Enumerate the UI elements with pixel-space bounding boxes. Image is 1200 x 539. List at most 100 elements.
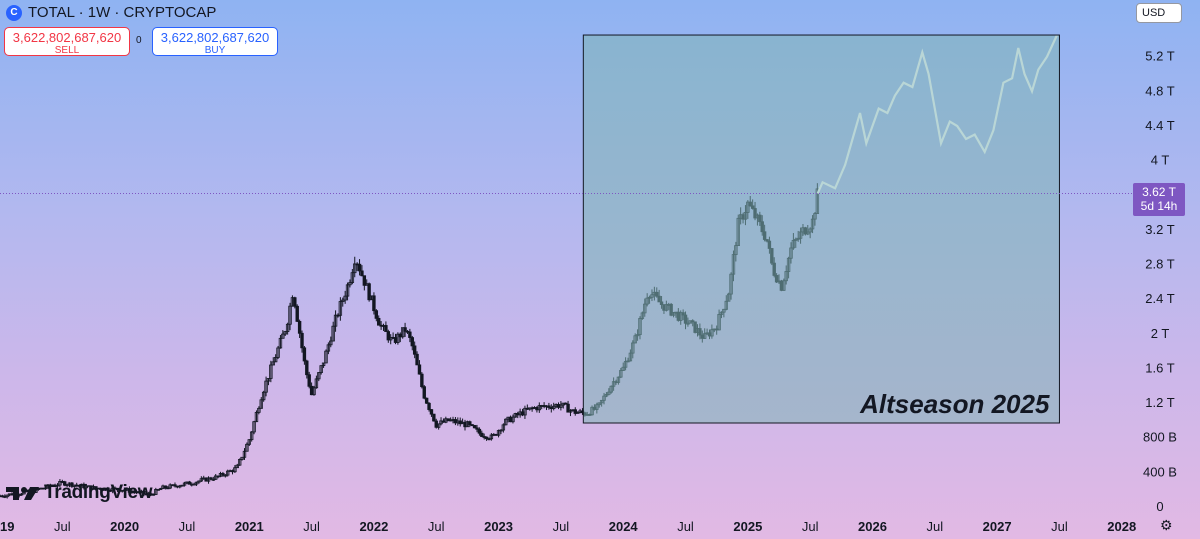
candle <box>293 296 297 309</box>
y-tick-label: 2.4 T <box>1145 291 1174 306</box>
candle <box>237 458 242 466</box>
candle <box>367 282 371 302</box>
x-tick-label: 2020 <box>110 519 139 534</box>
x-tick-label: Jul <box>553 519 570 534</box>
candle <box>357 259 362 276</box>
candle <box>319 365 323 375</box>
candle <box>206 476 211 484</box>
tradingview-mark-icon <box>6 487 39 500</box>
last-price-value: 3.62 T <box>1142 185 1176 199</box>
x-tick-label: Jul <box>677 519 694 534</box>
buy-button[interactable]: 3,622,802,687,620 BUY <box>152 27 278 56</box>
settings-gear-icon[interactable]: ⚙ <box>1160 517 1173 533</box>
candle <box>257 406 261 415</box>
candle <box>158 487 163 491</box>
x-tick-label: Jul <box>802 519 819 534</box>
candle <box>424 397 429 404</box>
y-tick-label: 1.6 T <box>1145 360 1174 375</box>
candle <box>338 297 343 321</box>
candle <box>163 485 168 490</box>
candle <box>321 362 326 368</box>
cryptocap-icon: C <box>6 4 22 21</box>
candle <box>429 409 434 417</box>
candle <box>523 405 527 419</box>
candle <box>436 423 441 430</box>
candle <box>312 385 316 396</box>
candle <box>333 310 338 332</box>
candle <box>226 469 230 477</box>
candle <box>254 410 259 423</box>
candle <box>329 336 333 348</box>
candle <box>283 330 287 336</box>
candle <box>223 474 228 478</box>
candle <box>568 409 573 417</box>
candle <box>233 465 237 474</box>
candle <box>269 360 273 383</box>
candle <box>94 486 98 489</box>
candle <box>247 439 251 446</box>
candle <box>484 436 489 441</box>
candle <box>410 335 414 351</box>
candle <box>326 342 331 355</box>
candle <box>566 400 570 413</box>
candle <box>122 489 127 492</box>
candle <box>266 378 271 386</box>
candle <box>341 297 345 307</box>
candle <box>331 321 335 342</box>
y-tick-label: 2.8 T <box>1145 257 1174 272</box>
candle <box>362 275 367 291</box>
x-tick-label: 2021 <box>235 519 264 534</box>
tradingview-logo[interactable]: TradingView <box>6 482 153 504</box>
sell-button[interactable]: 3,622,802,687,620 SELL <box>4 27 130 56</box>
candle <box>252 420 256 435</box>
candle <box>547 402 551 410</box>
candle <box>197 480 201 484</box>
candle <box>271 357 275 366</box>
last-price-tag: 3.62 T 5d 14h <box>1133 183 1185 216</box>
candle <box>343 290 347 304</box>
candle <box>182 481 187 487</box>
altseason-label: Altseason 2025 <box>859 389 1050 419</box>
x-tick-label: 2019 <box>0 519 14 534</box>
y-tick-label: 5.2 T <box>1145 49 1174 64</box>
altseason-box[interactable] <box>582 34 1060 424</box>
candle <box>432 413 436 422</box>
candle <box>537 402 542 413</box>
candle <box>345 282 350 301</box>
candle <box>194 481 199 486</box>
candle <box>106 486 110 492</box>
candle <box>199 476 204 482</box>
candle <box>400 327 405 339</box>
y-tick-label: 400 B <box>1143 464 1177 479</box>
candle <box>273 354 278 363</box>
candle <box>468 420 472 428</box>
x-tick-label: 2022 <box>359 519 388 534</box>
symbol-header[interactable]: C TOTAL · 1W · CRYPTOCAP <box>6 4 216 21</box>
y-tick-label: 3.2 T <box>1145 222 1174 237</box>
candle <box>211 476 216 481</box>
candle <box>573 407 577 416</box>
candle <box>63 480 67 487</box>
candle <box>551 402 556 411</box>
candle <box>259 397 263 409</box>
candle <box>542 402 546 409</box>
bar-countdown: 5d 14h <box>1140 199 1178 213</box>
candle <box>127 486 132 494</box>
candle <box>427 402 431 412</box>
candle <box>353 256 357 278</box>
candle <box>187 480 192 485</box>
currency-selector[interactable]: USD <box>1136 3 1182 23</box>
candle <box>278 335 283 349</box>
candle <box>307 371 311 389</box>
candle <box>142 490 146 497</box>
candle <box>513 412 518 418</box>
y-axis: 0 400 B 800 B 1.2 T 1.6 T 2 T 2.4 T 2.8 T 3.2 T 4… <box>1143 49 1177 514</box>
x-tick-label: Jul <box>428 519 445 534</box>
y-tick-label: 2 T <box>1151 326 1170 341</box>
candle <box>240 456 244 461</box>
buy-price: 3,622,802,687,620 <box>160 30 270 45</box>
candle <box>19 492 24 496</box>
candle <box>281 330 285 339</box>
candle <box>559 401 563 411</box>
